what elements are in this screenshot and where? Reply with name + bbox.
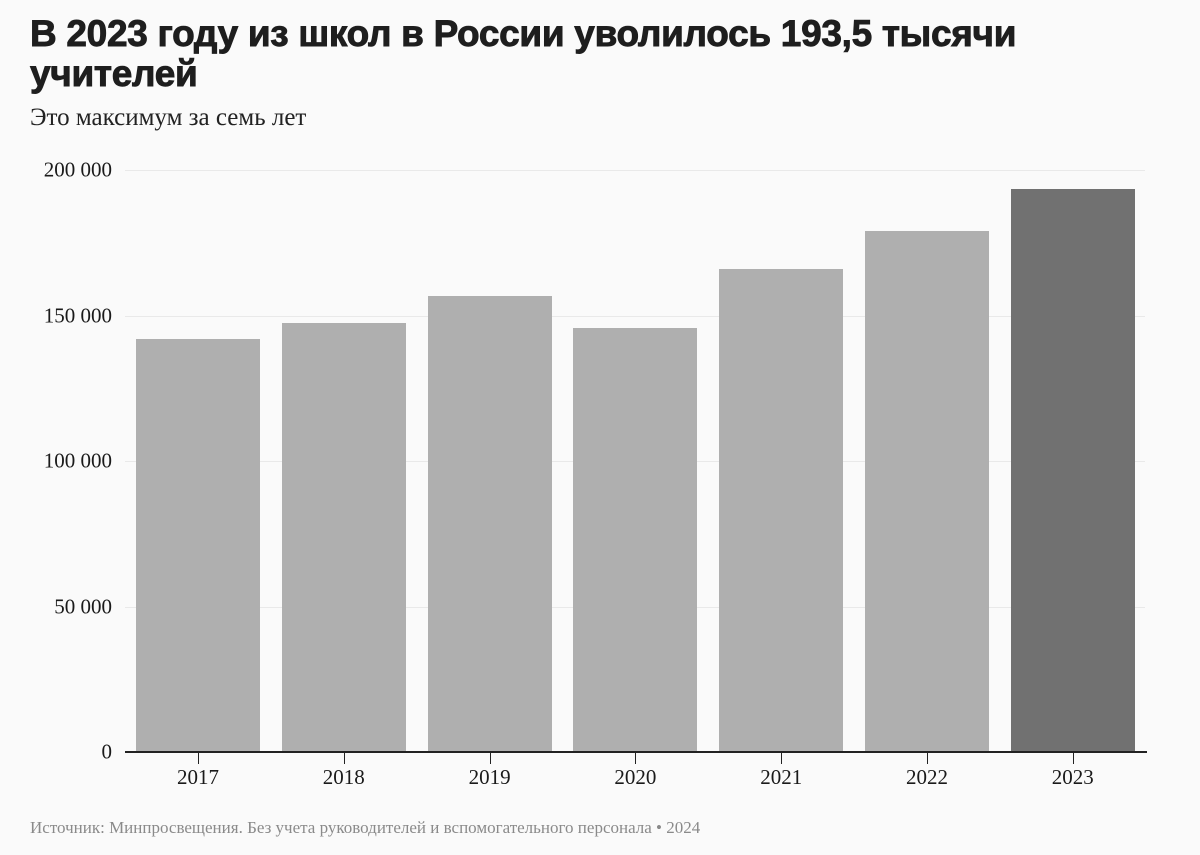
y-axis-tick-label: 50 000 [54, 594, 112, 618]
x-axis-tick-label: 2018 [322, 765, 365, 789]
x-axis-line [125, 751, 1147, 753]
bar-2023 [1010, 188, 1135, 752]
x-axis-tick [344, 753, 345, 764]
x-axis-tick [635, 753, 636, 764]
gridline [125, 316, 1145, 317]
x-axis-tick [198, 753, 199, 764]
x-axis-tick-label: 2022 [906, 765, 948, 789]
x-axis-tick [927, 753, 928, 764]
gridline [125, 170, 1145, 171]
bar-2021 [719, 268, 844, 752]
bar-2018 [281, 323, 406, 752]
x-axis-tick [1073, 753, 1074, 764]
bar-2020 [573, 328, 698, 752]
bar-2022 [865, 231, 989, 752]
bar-2017 [136, 339, 260, 752]
chart-title: В 2023 году из школ в России уволилось 1… [30, 13, 1017, 94]
y-axis-tick-label: 100 000 [43, 448, 112, 473]
x-axis-tick [490, 753, 491, 764]
x-axis-tick-label: 2017 [177, 765, 219, 789]
x-axis-tick-label: 2019 [468, 765, 511, 789]
x-axis-tick-label: 2021 [760, 765, 803, 789]
bar-2019 [427, 296, 552, 752]
x-axis-tick-label: 2020 [614, 765, 657, 789]
chart-subtitle: Это максимум за семь лет [30, 104, 307, 131]
y-axis-tick-label: 200 000 [43, 157, 112, 182]
y-axis-tick-label: 0 [101, 739, 113, 764]
x-axis-tick [781, 753, 782, 764]
source-note: Источник: Минпросвещения. Без учета руко… [30, 818, 701, 837]
x-axis-tick-label: 2023 [1051, 765, 1094, 789]
y-axis-tick-label: 150 000 [43, 303, 112, 327]
